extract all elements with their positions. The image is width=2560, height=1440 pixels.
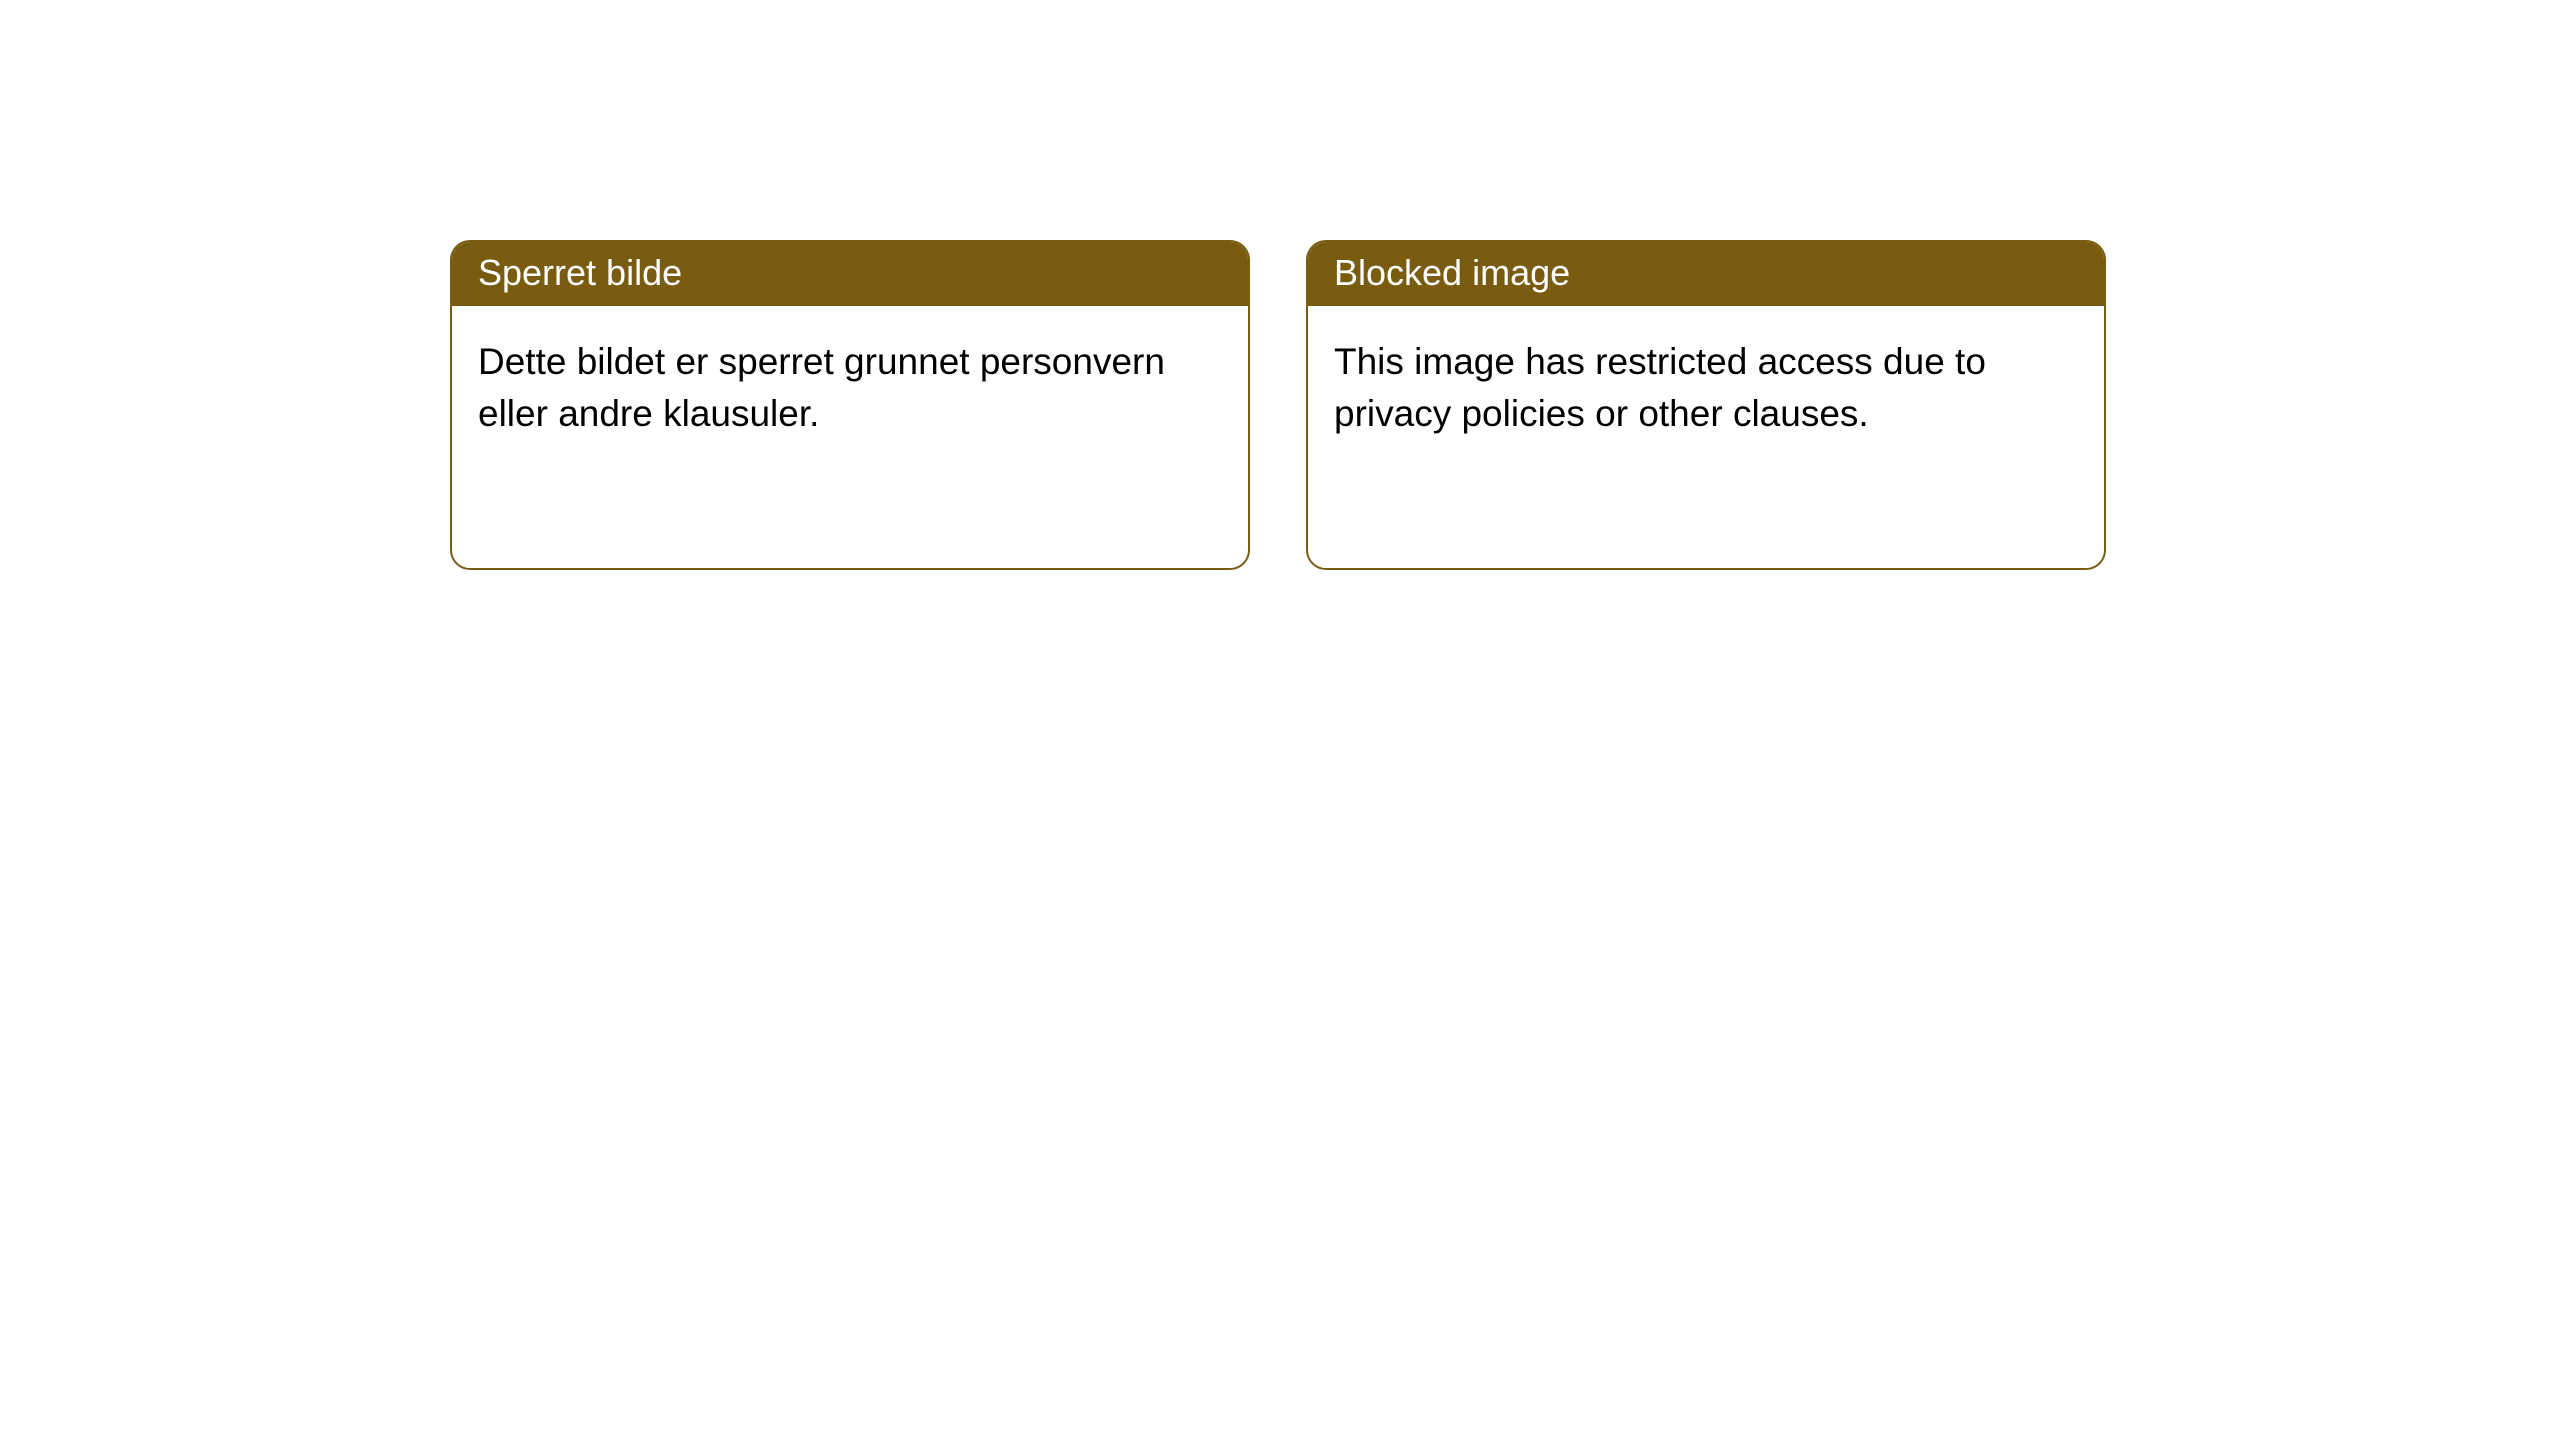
notice-body-english: This image has restricted access due to …	[1308, 306, 2104, 470]
notice-box-english: Blocked image This image has restricted …	[1306, 240, 2106, 570]
notice-body-norwegian: Dette bildet er sperret grunnet personve…	[452, 306, 1248, 470]
notice-box-norwegian: Sperret bilde Dette bildet er sperret gr…	[450, 240, 1250, 570]
notice-container: Sperret bilde Dette bildet er sperret gr…	[0, 0, 2560, 570]
notice-header-norwegian: Sperret bilde	[452, 242, 1248, 306]
notice-header-english: Blocked image	[1308, 242, 2104, 306]
